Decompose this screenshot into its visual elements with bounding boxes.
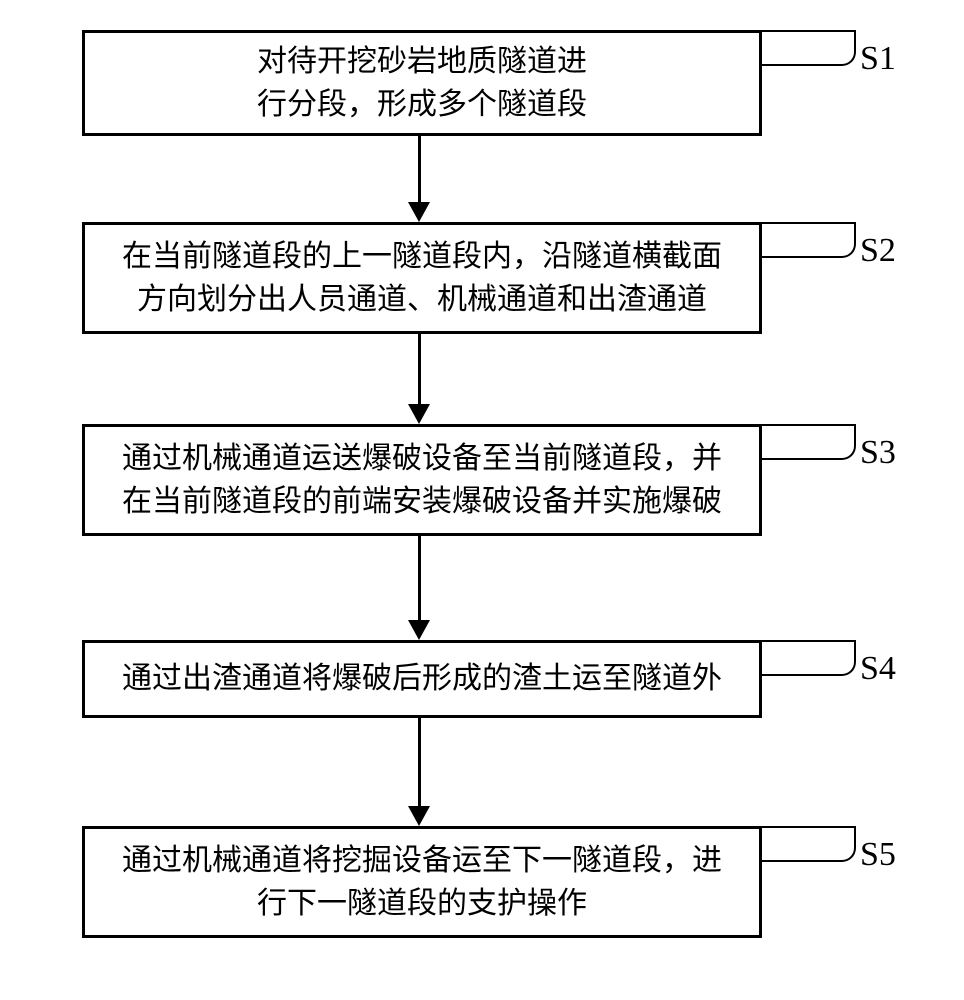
label-connector-s4 [762,640,856,676]
step-label-s2: S2 [860,232,896,270]
step-box-s3: 通过机械通道运送爆破设备至当前隧道段，并 在当前隧道段的前端安装爆破设备并实施爆… [82,424,762,536]
arrow-line-3 [418,536,421,620]
step-text-s4: 通过出渣通道将爆破后形成的渣土运至隧道外 [122,657,722,701]
step-label-s4: S4 [860,650,896,688]
step-text-s1: 对待开挖砂岩地质隧道进 行分段，形成多个隧道段 [257,40,587,127]
label-connector-s3 [762,424,856,460]
arrow-head-3 [408,620,430,640]
step-text-s2: 在当前隧道段的上一隧道段内，沿隧道横截面 方向划分出人员通道、机械通道和出渣通道 [122,235,722,322]
step-label-s3: S3 [860,434,896,472]
step-box-s4: 通过出渣通道将爆破后形成的渣土运至隧道外 [82,640,762,718]
step-box-s2: 在当前隧道段的上一隧道段内，沿隧道横截面 方向划分出人员通道、机械通道和出渣通道 [82,222,762,334]
label-connector-s1 [762,30,856,66]
label-connector-s2 [762,222,856,258]
arrow-line-1 [418,136,421,202]
arrow-head-4 [408,806,430,826]
step-text-s5: 通过机械通道将挖掘设备运至下一隧道段，进 行下一隧道段的支护操作 [122,839,722,926]
arrow-head-2 [408,404,430,424]
step-label-s5: S5 [860,836,896,874]
step-label-s1: S1 [860,40,896,78]
step-text-s3: 通过机械通道运送爆破设备至当前隧道段，并 在当前隧道段的前端安装爆破设备并实施爆… [122,437,722,524]
arrow-line-4 [418,718,421,806]
flowchart-canvas: 对待开挖砂岩地质隧道进 行分段，形成多个隧道段 S1 在当前隧道段的上一隧道段内… [0,0,964,1000]
label-connector-s5 [762,826,856,862]
step-box-s5: 通过机械通道将挖掘设备运至下一隧道段，进 行下一隧道段的支护操作 [82,826,762,938]
arrow-head-1 [408,202,430,222]
arrow-line-2 [418,334,421,404]
step-box-s1: 对待开挖砂岩地质隧道进 行分段，形成多个隧道段 [82,30,762,136]
